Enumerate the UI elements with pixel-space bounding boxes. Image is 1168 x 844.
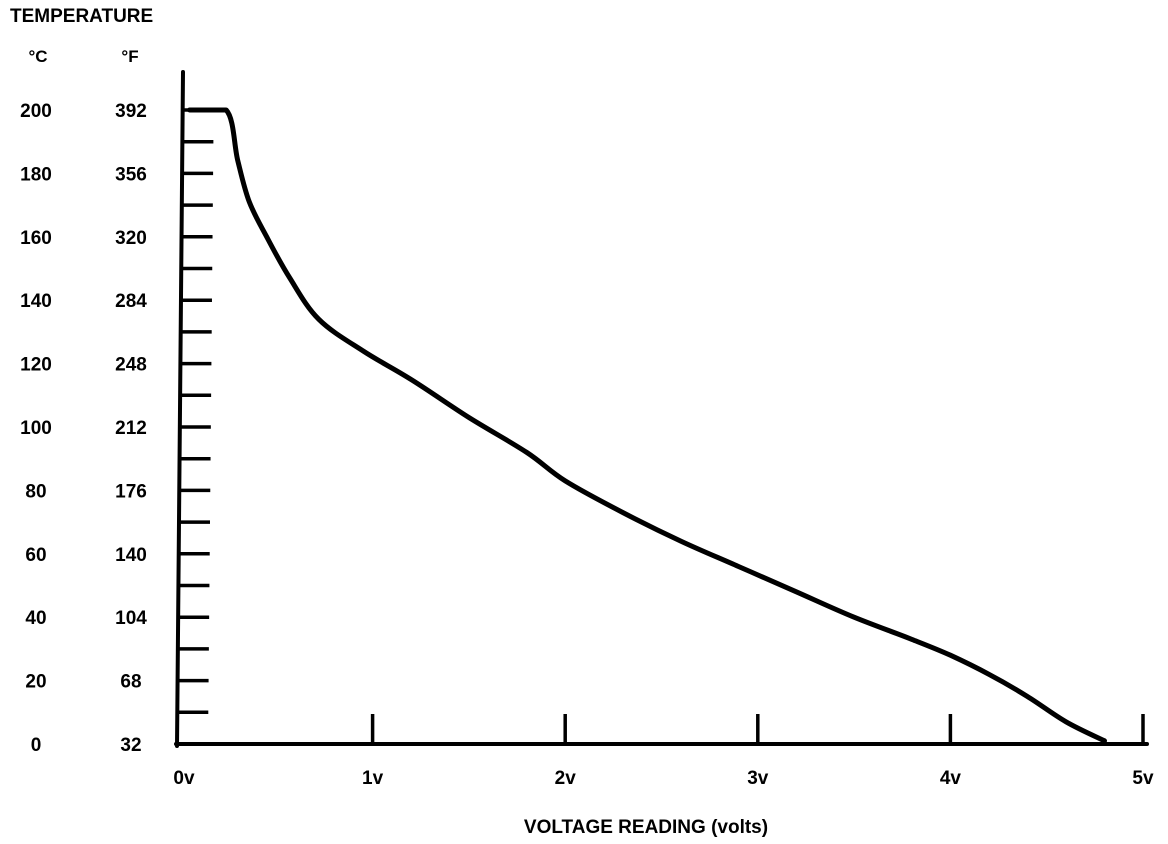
y-tick-label-celsius: 100 [20, 418, 52, 439]
x-tick-label: 0v [173, 768, 195, 789]
y-tick-label-fahrenheit: 320 [115, 228, 147, 249]
y-tick-label-fahrenheit: 356 [115, 164, 147, 185]
y-tick-label-fahrenheit: 284 [115, 291, 147, 312]
y-tick-label-celsius: 160 [20, 228, 52, 249]
y-tick-label-celsius: 80 [25, 481, 46, 502]
y-tick-label-fahrenheit: 68 [120, 672, 141, 693]
y-tick-label-celsius: 40 [25, 608, 46, 629]
y-tick-label-fahrenheit: 104 [115, 608, 147, 629]
chart-title: TEMPERATURE [10, 6, 153, 27]
temperature-curve [190, 110, 1105, 741]
x-tick-label: 1v [362, 768, 384, 789]
y-tick-label-fahrenheit: 32 [120, 735, 141, 756]
y-tick-label-celsius: 140 [20, 291, 52, 312]
y-tick-label-celsius: 180 [20, 164, 52, 185]
y-tick-label-fahrenheit: 176 [115, 481, 147, 502]
y-tick-label-celsius: 200 [20, 101, 52, 122]
x-tick-label: 3v [747, 768, 769, 789]
x-tick-marks [373, 714, 1143, 744]
celsius-unit-label: °C [28, 47, 47, 66]
y-tick-labels: 0 32 20 68 40 104 60 140 80 176 100 212 120 248 140 284… [20, 101, 147, 756]
y-tick-label-celsius: 0 [31, 735, 42, 756]
x-tick-label: 2v [555, 768, 577, 789]
y-tick-label-fahrenheit: 140 [115, 545, 147, 566]
x-axis-label: VOLTAGE READING (volts) [524, 817, 768, 838]
fahrenheit-unit-label: °F [121, 47, 138, 66]
y-tick-label-fahrenheit: 248 [115, 355, 147, 376]
y-tick-label-celsius: 60 [25, 545, 46, 566]
x-tick-labels: 0v 1v 2v 3v 4v 5v [173, 768, 1154, 789]
x-tick-label: 4v [940, 768, 962, 789]
y-tick-label-fahrenheit: 212 [115, 418, 147, 439]
x-tick-label: 5v [1132, 768, 1154, 789]
y-tick-label-celsius: 120 [20, 355, 52, 376]
y-tick-label-celsius: 20 [25, 672, 46, 693]
y-tick-label-fahrenheit: 392 [115, 101, 147, 122]
